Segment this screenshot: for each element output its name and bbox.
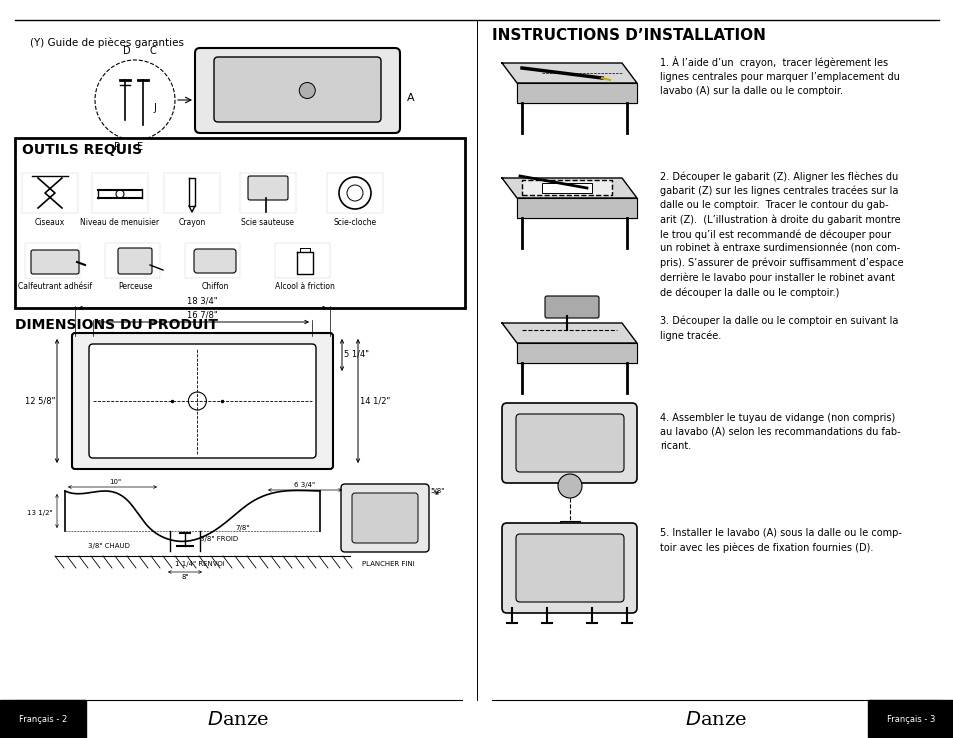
- Text: D: D: [123, 46, 131, 56]
- Bar: [91, 173, 148, 213]
- Text: 4. Assembler le tuyau de vidange (non compris)
au lavabo (A) selon les recommand: 4. Assembler le tuyau de vidange (non co…: [659, 413, 900, 451]
- Text: Crayon: Crayon: [178, 218, 206, 227]
- Text: 7/8": 7/8": [234, 525, 250, 531]
- FancyBboxPatch shape: [248, 176, 288, 200]
- Polygon shape: [501, 178, 637, 198]
- Bar: [15, 138, 464, 308]
- Bar: [105, 243, 160, 278]
- Text: 13 1/2": 13 1/2": [28, 510, 53, 516]
- FancyBboxPatch shape: [213, 57, 380, 122]
- FancyBboxPatch shape: [193, 249, 235, 273]
- Text: A: A: [407, 93, 415, 103]
- Circle shape: [299, 83, 314, 98]
- Text: Français - 2: Français - 2: [19, 714, 67, 723]
- Text: Scie-cloche: Scie-cloche: [334, 218, 376, 227]
- FancyBboxPatch shape: [352, 493, 417, 543]
- Text: 3/8" CHAUD: 3/8" CHAUD: [88, 543, 130, 549]
- FancyBboxPatch shape: [118, 248, 152, 274]
- Bar: [164, 173, 220, 213]
- FancyBboxPatch shape: [516, 414, 623, 472]
- Bar: [25, 243, 80, 278]
- Text: 3. Découper la dalle ou le comptoir en suivant la
ligne tracée.: 3. Découper la dalle ou le comptoir en s…: [659, 316, 898, 341]
- Bar: [274, 243, 330, 278]
- Bar: [185, 243, 240, 278]
- Text: E: E: [137, 142, 143, 152]
- Text: 5. Installer le lavabo (A) sous la dalle ou le comp-
toir avec les pièces de fix: 5. Installer le lavabo (A) sous la dalle…: [659, 528, 901, 553]
- FancyBboxPatch shape: [544, 296, 598, 318]
- Bar: [867, 700, 953, 738]
- Bar: [22, 173, 78, 213]
- Text: 5 1/4": 5 1/4": [344, 350, 369, 359]
- Polygon shape: [501, 63, 637, 83]
- Text: Chiffon: Chiffon: [201, 282, 229, 291]
- FancyBboxPatch shape: [516, 534, 623, 602]
- Polygon shape: [501, 323, 637, 343]
- Bar: [0, 700, 86, 738]
- Text: Ciseaux: Ciseaux: [35, 218, 65, 227]
- Text: OUTILS REQUIS: OUTILS REQUIS: [22, 143, 142, 157]
- Text: 12 5/8": 12 5/8": [25, 396, 55, 405]
- FancyBboxPatch shape: [194, 48, 399, 133]
- Text: 8": 8": [181, 574, 189, 580]
- Text: 14 1/2": 14 1/2": [359, 396, 390, 405]
- Text: 1 1/4" RENVOI: 1 1/4" RENVOI: [174, 561, 225, 567]
- FancyBboxPatch shape: [340, 484, 429, 552]
- Polygon shape: [517, 343, 637, 363]
- Text: 16 7/8": 16 7/8": [187, 311, 217, 320]
- Text: 6 3/4": 6 3/4": [294, 482, 315, 488]
- Bar: [240, 173, 295, 213]
- Text: C: C: [150, 46, 156, 56]
- Bar: [327, 173, 382, 213]
- Text: Alcool à friction: Alcool à friction: [274, 282, 335, 291]
- Text: Calfeutrant adhésif: Calfeutrant adhésif: [18, 282, 92, 291]
- Text: $\mathit{D}$anze: $\mathit{D}$anze: [684, 711, 746, 729]
- Polygon shape: [517, 83, 637, 103]
- Text: DIMENSIONS DU PRODUIT: DIMENSIONS DU PRODUIT: [15, 318, 218, 332]
- Text: 3/8" FROID: 3/8" FROID: [200, 536, 238, 542]
- Text: PLANCHER FINI: PLANCHER FINI: [362, 561, 415, 567]
- FancyBboxPatch shape: [501, 523, 637, 613]
- Text: Scie sauteuse: Scie sauteuse: [241, 218, 294, 227]
- Text: 18 3/4": 18 3/4": [187, 297, 217, 306]
- Text: P: P: [113, 142, 120, 152]
- Text: 5/8": 5/8": [430, 488, 444, 494]
- Text: Français - 3: Français - 3: [886, 714, 934, 723]
- Text: J: J: [153, 103, 156, 113]
- Text: 2. Découper le gabarit (Z). Aligner les flèches du
gabarit (Z) sur les lignes ce: 2. Découper le gabarit (Z). Aligner les …: [659, 171, 902, 298]
- Text: (Y) Guide de pièces garanties: (Y) Guide de pièces garanties: [30, 38, 184, 49]
- Text: 10": 10": [109, 479, 121, 485]
- FancyBboxPatch shape: [501, 403, 637, 483]
- Text: 1. À l’aide d’un  crayon,  tracer légèrement les
lignes centrales pour marquer l: 1. À l’aide d’un crayon, tracer légèreme…: [659, 56, 899, 96]
- FancyBboxPatch shape: [71, 333, 333, 469]
- Circle shape: [558, 474, 581, 498]
- FancyBboxPatch shape: [89, 344, 315, 458]
- Bar: [541, 183, 592, 193]
- Bar: [521, 180, 612, 195]
- Text: Niveau de menuisier: Niveau de menuisier: [80, 218, 159, 227]
- Text: $\mathit{D}$anze: $\mathit{D}$anze: [207, 711, 269, 729]
- Text: Perceuse: Perceuse: [117, 282, 152, 291]
- FancyBboxPatch shape: [30, 250, 79, 274]
- Bar: [559, 521, 579, 536]
- Polygon shape: [517, 198, 637, 218]
- Text: INSTRUCTIONS D’INSTALLATION: INSTRUCTIONS D’INSTALLATION: [492, 28, 765, 43]
